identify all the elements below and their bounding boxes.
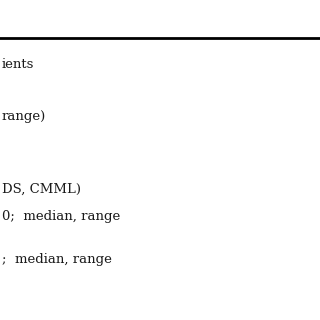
Text: ;  median, range: ; median, range xyxy=(2,253,112,266)
Text: range): range) xyxy=(2,110,46,123)
Text: ients: ients xyxy=(2,58,34,71)
Text: 0;  median, range: 0; median, range xyxy=(2,210,120,223)
Text: DS, CMML): DS, CMML) xyxy=(2,183,81,196)
